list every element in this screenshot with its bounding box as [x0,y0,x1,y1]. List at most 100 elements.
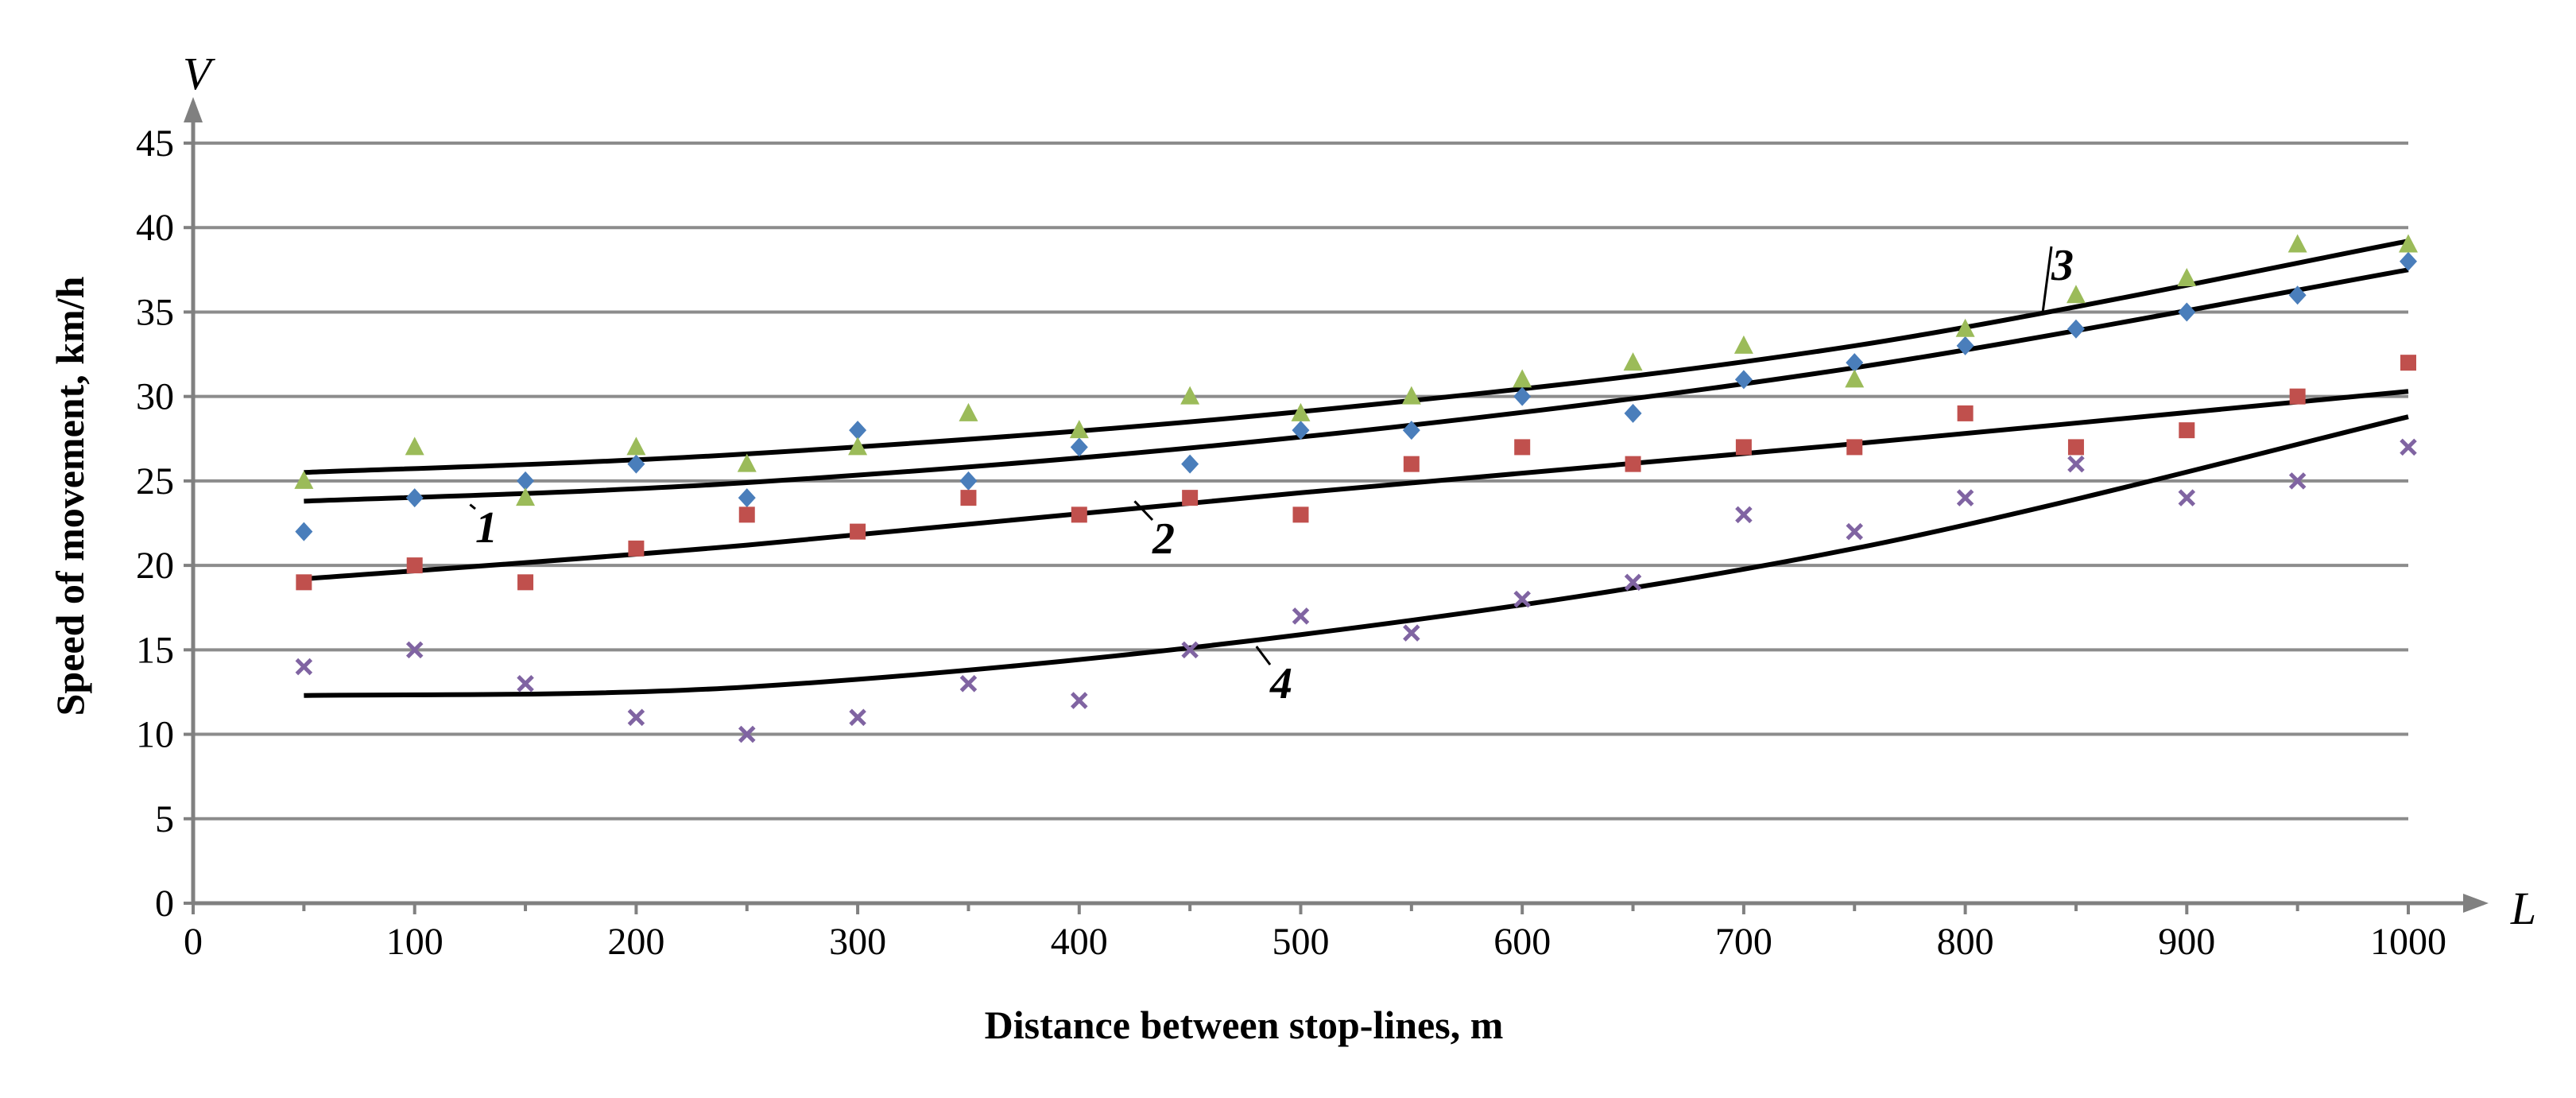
data-point-diamond [959,471,978,491]
data-point-square [517,574,534,591]
data-point-diamond [1734,370,1753,390]
data-point-diamond [2288,285,2307,305]
x-tick-label: 900 [2158,921,2215,963]
data-point-diamond [627,454,645,474]
curve-label-4: 4 [1269,659,1292,708]
data-point-x [1181,641,1199,659]
data-point-diamond [1181,454,1199,474]
data-point-x [1956,489,1974,506]
data-point-square [738,506,755,523]
data-points [294,234,2418,743]
data-point-triangle [959,402,978,421]
data-point-triangle [1733,335,1753,354]
data-point-diamond [1624,403,1642,423]
y-tick-label: 30 [136,376,174,418]
data-point-diamond [405,488,424,508]
data-point-square [2289,388,2306,405]
y-tick-label: 45 [136,122,174,165]
curve-label-3: 3 [2051,241,2074,290]
data-point-triangle [405,436,424,456]
x-tick-label: 300 [829,921,886,963]
data-point-x [2178,489,2196,506]
data-point-x [2400,438,2417,456]
data-point-square [1625,456,1641,472]
x-tick-label: 800 [1937,921,1994,963]
data-point-triangle [1401,386,1421,405]
data-point-triangle [737,453,757,472]
data-point-square [960,490,977,506]
data-point-square [1514,439,1531,456]
data-point-triangle [2177,267,2197,286]
leader-line-3 [2041,246,2053,312]
y-tick-label: 0 [155,883,174,925]
y-tick-label: 20 [136,545,174,587]
trendline-4 [304,414,2409,698]
y-tick-label: 25 [136,460,174,502]
data-point-x [1735,506,1753,524]
y-tick-label: 35 [136,291,174,333]
data-point-x [849,708,866,727]
x-tick-label: 0 [184,921,203,963]
data-point-diamond [2067,319,2085,339]
y-axis-letter: V [183,48,216,99]
data-point-diamond [738,488,756,508]
data-point-square [1846,439,1863,456]
data-point-square [2179,422,2195,439]
tick-labels: 0 5 10 15 20 25 30 35 40 45 0 100 200 300 400 500 600 700… [136,122,2446,963]
x-axis-title: Distance between stop-lines, m [985,1003,1504,1047]
data-point-x [295,658,313,676]
curve-label-2: 2 [1152,514,1175,564]
leader-line-1 [469,503,476,510]
y-tick-label: 40 [136,207,174,249]
data-point-x [517,675,534,693]
leader-line-4 [1255,646,1272,665]
data-point-triangle [1955,318,1975,337]
x-tick-label: 100 [386,921,444,963]
data-point-diamond [295,522,313,541]
data-point-triangle [1291,402,1311,421]
data-point-triangle [1845,369,1865,388]
data-point-square [850,523,866,540]
grid-lines [193,142,2408,821]
axes [184,97,2489,914]
data-point-triangle [1180,386,1200,405]
data-point-diamond [2400,251,2417,271]
data-point-diamond [849,421,867,440]
data-point-x [2067,455,2085,473]
data-point-triangle [516,487,536,506]
data-point-square [628,540,645,557]
y-tick-label: 5 [155,798,174,840]
x-tick-label: 700 [1715,921,1772,963]
data-point-triangle [2287,234,2307,253]
data-point-square [1403,456,1420,472]
data-point-diamond [1513,386,1532,406]
data-point-x [1513,590,1531,608]
trendline-1 [304,267,2409,504]
data-point-x [405,641,424,659]
leader-line-2 [1133,500,1154,522]
data-point-x [1624,573,1642,592]
data-point-square [1071,506,1087,523]
x-tick-label: 1000 [2370,921,2446,963]
curve-labels: 1 2 3 4 [469,241,2074,708]
data-point-triangle [626,436,646,456]
x-axis-letter: L [2510,883,2536,934]
trendline-3 [304,239,2409,475]
data-point-x [2288,472,2307,490]
data-point-triangle [1069,420,1089,439]
x-tick-label: 500 [1273,921,1330,963]
data-point-diamond [517,471,535,491]
y-axis-arrow [184,97,203,122]
data-point-triangle [848,436,868,456]
data-point-x [959,675,978,693]
curve-label-1: 1 [475,503,498,553]
data-point-diamond [1402,421,1420,440]
data-point-diamond [1846,353,1864,373]
data-point-triangle [1513,369,1532,388]
data-point-square [2400,355,2416,371]
data-point-x [627,708,645,727]
data-point-x [1071,692,1088,709]
data-point-x [1292,607,1310,625]
data-point-square [2067,439,2084,456]
x-tick-label: 600 [1493,921,1551,963]
